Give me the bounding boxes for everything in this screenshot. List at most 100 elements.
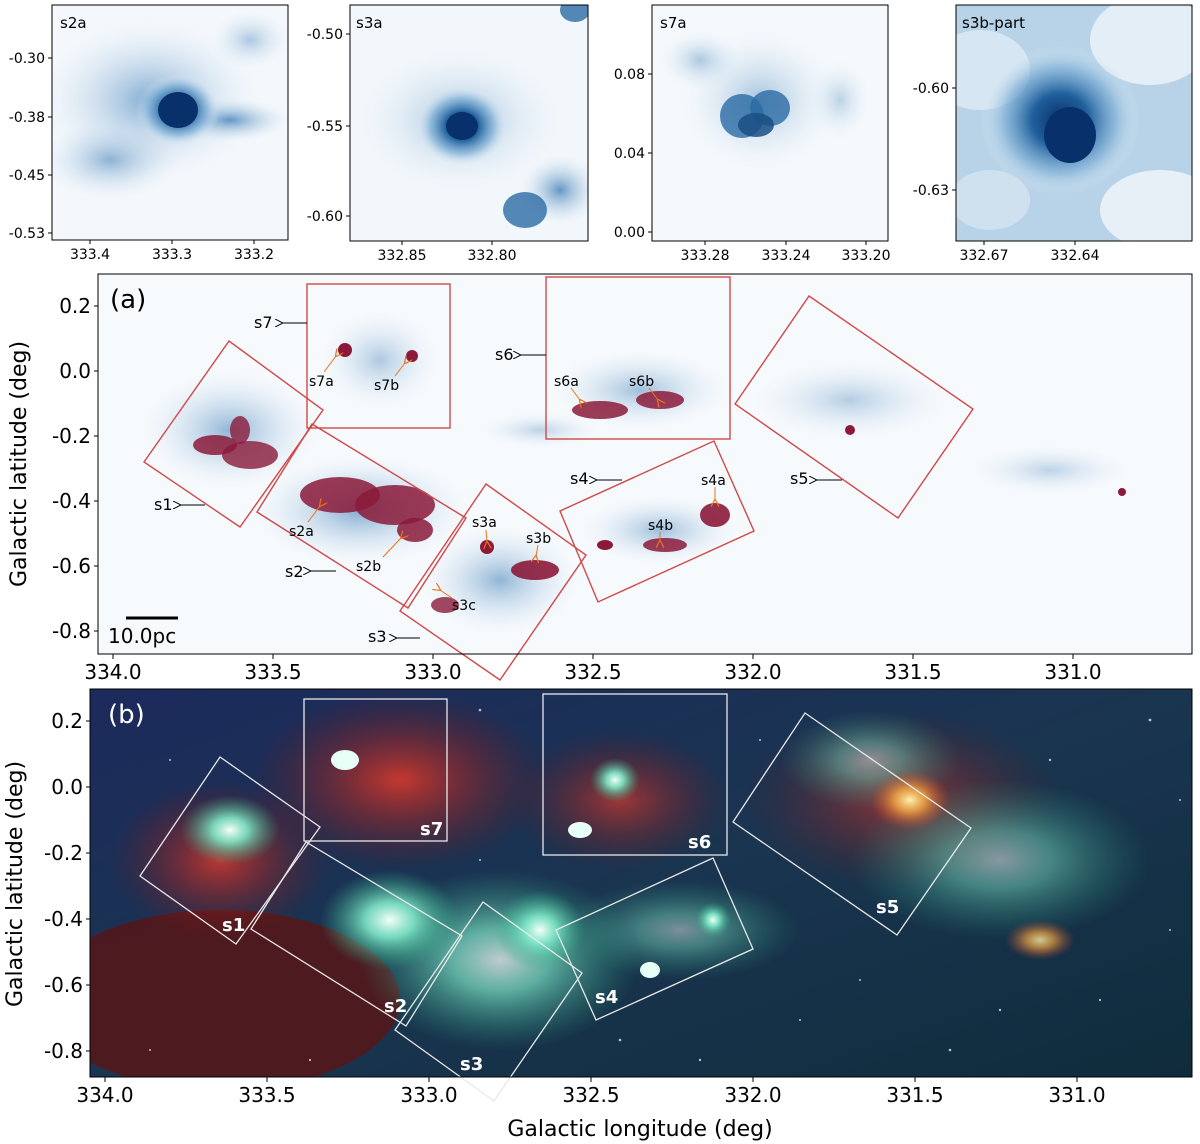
label-s4: s4 [570,469,589,488]
label-s6: s6 [688,832,711,853]
inset-s3a-title: s3a [356,14,383,32]
inset-s3a-xtick: 332.80 [468,248,517,264]
panel-b-xtick: 331.5 [886,1083,943,1107]
inset-s7a: s7a 0.08 0.04 0.00 333.28 333.24 333.20 [614,4,891,264]
inset-s2a-xtick: 333.4 [70,247,110,263]
label-s1: s1 [222,915,245,936]
panel-a-xtick: 331.0 [1044,660,1101,684]
panel-a-xtick: 332.0 [724,660,781,684]
panel-b-labels: s1 s2 s3 s4 s5 s6 s7 [222,819,899,1075]
inset-s2a: s2a -0.30 -0.38 -0.45 -0.53 333.4 333.3 … [9,4,289,263]
region-box-s7 [303,698,448,842]
panel-b-xtick: 334.0 [76,1083,133,1107]
inset-s2a-ytick: -0.30 [9,51,45,67]
inset-s7a-ytick: 0.00 [614,225,645,241]
inset-s3a-xticks: 332.85 332.80 [378,241,517,264]
panel-b-xlabel: Galactic longitude (deg) [507,1117,772,1142]
region-box-s1 [143,340,324,528]
region-box-s4 [559,440,755,603]
label-s7b: s7b [374,378,399,394]
inset-s3a: s3a -0.50 -0.55 -0.60 332.85 332.80 [307,4,589,264]
region-box-s6 [542,693,728,856]
inset-s3b-part-xtick: 332.67 [960,248,1009,264]
panel-b-xtick: 332.0 [724,1083,781,1107]
panel-a-xtick: 331.5 [884,660,941,684]
inset-s2a-title: s2a [60,14,87,32]
panel-a-ylabel: Galactic latitude (deg) [7,341,32,587]
panel-b-xtick: 332.5 [562,1083,619,1107]
region-box-s7 [306,283,451,429]
panel-b-ytick: 0.2 [51,709,83,733]
inset-s2a-xticks: 333.4 333.3 333.2 [70,240,274,263]
region-box-s6 [545,276,731,440]
inset-s7a-xtick: 333.24 [762,248,811,264]
inset-s3b-part-yticks: -0.60 -0.63 [913,81,956,199]
panel-a-emission: 10.0pc [108,310,1130,648]
panel-b-ytick: -0.4 [44,907,83,931]
label-s6: s6 [495,345,514,364]
label-s3b: s3b [526,531,551,547]
inset-s2a-ytick: -0.45 [9,168,45,184]
panel-a: 10.0pc s1 s2 s3 s4 s5 s6 s7 [7,273,1193,684]
label-s4a: s4a [701,473,726,489]
inset-s3b-part-ytick: -0.60 [913,81,949,97]
region-box-s5 [734,295,974,519]
label-s3: s3 [460,1054,483,1075]
panel-b-ytick: -0.6 [44,973,83,997]
inset-s2a-yticks: -0.30 -0.38 -0.45 -0.53 [9,51,52,242]
inset-s7a-ytick: 0.04 [614,146,645,162]
inset-s2a-xtick: 333.2 [234,247,274,263]
panel-a-label: (a) [110,285,146,315]
panel-b-xtick: 331.0 [1048,1083,1105,1107]
panel-b: s1 s2 s3 s4 s5 s6 s7 (b) 0.2 0.0 -0.2 -0… [3,688,1193,1142]
panel-b-xticks: 334.0 333.5 333.0 332.5 332.0 331.5 331.… [76,1077,1106,1107]
panel-a-ytick: -0.8 [52,619,91,643]
label-s7a: s7a [309,374,334,390]
panel-b-emission [90,690,1181,1077]
inset-s3a-yticks: -0.50 -0.55 -0.60 [307,27,350,225]
panel-b-ytick: -0.2 [44,841,83,865]
panel-a-ytick: 0.0 [59,359,91,383]
inset-s2a-ytick: -0.38 [9,110,45,126]
region-box-s5 [732,712,972,936]
region-box-s4 [555,857,754,1021]
region-box-s2 [250,841,463,1027]
inset-s3b-part: s3b-part -0.60 -0.63 332.67 332.64 [913,4,1193,264]
inset-s3b-part-xtick: 332.64 [1051,248,1100,264]
inset-s3a-xtick: 332.85 [378,248,427,264]
label-s4: s4 [595,987,618,1008]
label-s2a: s2a [289,524,314,540]
panel-a-clump-labels: s2a s2b s3a s3b s3c s4a s4b s6a s6b s7a … [289,356,726,614]
label-s7: s7 [420,819,443,840]
panel-a-labels: s1 s2 s3 s4 s5 s6 s7 [154,313,842,646]
inset-s3a-ytick: -0.55 [307,119,343,135]
panel-a-xtick: 333.0 [404,660,461,684]
label-s3: s3 [368,627,387,646]
panel-b-region-boxes [139,693,972,1102]
inset-s7a-xticks: 333.28 333.24 333.20 [681,241,891,264]
inset-s3a-ytick: -0.50 [307,27,343,43]
panel-a-xtick: 333.5 [244,660,301,684]
label-s5: s5 [790,469,809,488]
inset-s7a-xtick: 333.20 [842,248,891,264]
inset-s3b-part-xticks: 332.67 332.64 [960,241,1100,264]
label-s4b: s4b [648,518,673,534]
label-s3a: s3a [472,515,497,531]
panel-a-ytick: -0.6 [52,554,91,578]
panel-a-ytick: 0.2 [59,294,91,318]
panel-a-yticks: 0.2 0.0 -0.2 -0.4 -0.6 -0.8 [52,294,98,643]
panel-a-xtick: 332.5 [564,660,621,684]
label-s6a: s6a [554,374,579,390]
panel-b-xtick: 333.5 [238,1083,295,1107]
panel-b-ytick: -0.8 [44,1039,83,1063]
scale-bar: 10.0pc [108,616,178,648]
panel-b-ytick: 0.0 [51,775,83,799]
label-s2: s2 [285,562,304,581]
region-box-s2 [256,423,467,609]
label-s1: s1 [154,495,173,514]
label-s5: s5 [876,897,899,918]
scale-bar-label: 10.0pc [108,624,176,648]
inset-s3b-part-title: s3b-part [962,14,1025,32]
panel-a-xticks: 334.0 333.5 333.0 332.5 332.0 331.5 331.… [84,654,1102,684]
